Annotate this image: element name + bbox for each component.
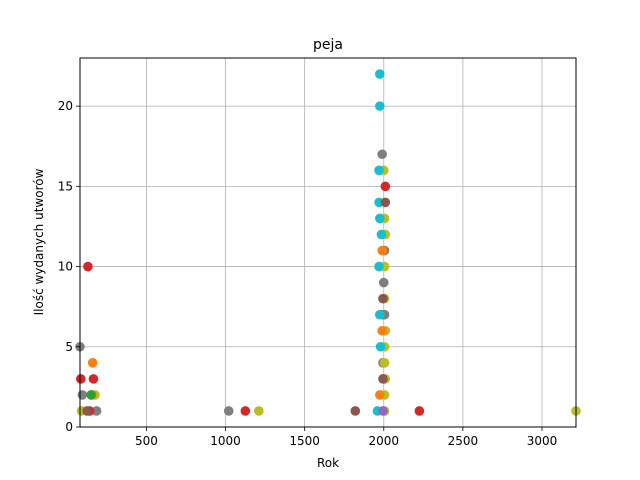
y-tick-label: 0 (65, 420, 73, 434)
y-tick-label: 20 (58, 99, 73, 113)
x-tick-label: 3000 (527, 434, 558, 448)
chart-title: peja (313, 37, 343, 53)
x-tick-label: 1500 (289, 434, 320, 448)
scatter-point (91, 406, 102, 416)
x-tick-label: 2500 (448, 434, 479, 448)
scatter-point (375, 309, 385, 320)
scatter-point (375, 213, 385, 224)
scatter-point (378, 374, 388, 384)
data-points (75, 69, 581, 416)
scatter-point (414, 406, 425, 416)
scatter-point (240, 406, 251, 416)
y-tick-label: 10 (58, 260, 73, 274)
y-tick-label: 15 (58, 179, 73, 193)
y-tick-label: 5 (65, 340, 73, 354)
scatter-point (374, 165, 384, 176)
scatter-point (253, 406, 264, 416)
scatter-point (379, 358, 390, 368)
scatter-point (83, 261, 93, 272)
scatter-point (87, 358, 98, 368)
scatter-point (88, 374, 99, 384)
scatter-point (350, 406, 361, 416)
scatter-point (378, 277, 389, 288)
plot-area (80, 58, 576, 427)
scatter-point (377, 325, 387, 336)
scatter-point (377, 149, 387, 160)
scatter-point (380, 197, 391, 208)
y-axis-label: Ilość wydanych utworów (32, 168, 46, 315)
scatter-point (86, 390, 96, 400)
scatter-point (77, 390, 88, 400)
scatter-point (82, 406, 92, 416)
scatter-point (375, 69, 385, 79)
scatter-point (378, 293, 388, 304)
scatter-point (380, 181, 391, 192)
scatter-point (375, 390, 385, 400)
x-tick-label: 1000 (210, 434, 241, 448)
axis-ticks: 500 1000 1500 2000 2500 3000 0 5 10 15 20 (58, 99, 558, 448)
x-tick-label: 500 (135, 434, 158, 448)
scatter-point (375, 101, 385, 111)
scatter-point (376, 229, 387, 240)
x-axis-label: Rok (317, 456, 339, 470)
scatter-point (75, 374, 86, 384)
plot-frame (79, 57, 577, 428)
grid-lines (80, 58, 576, 428)
scatter-point (375, 341, 386, 352)
x-tick-label: 2000 (368, 434, 399, 448)
scatter-point (377, 245, 387, 256)
scatter-point (374, 261, 384, 272)
scatter-point (223, 406, 234, 416)
scatter-point (378, 406, 388, 416)
